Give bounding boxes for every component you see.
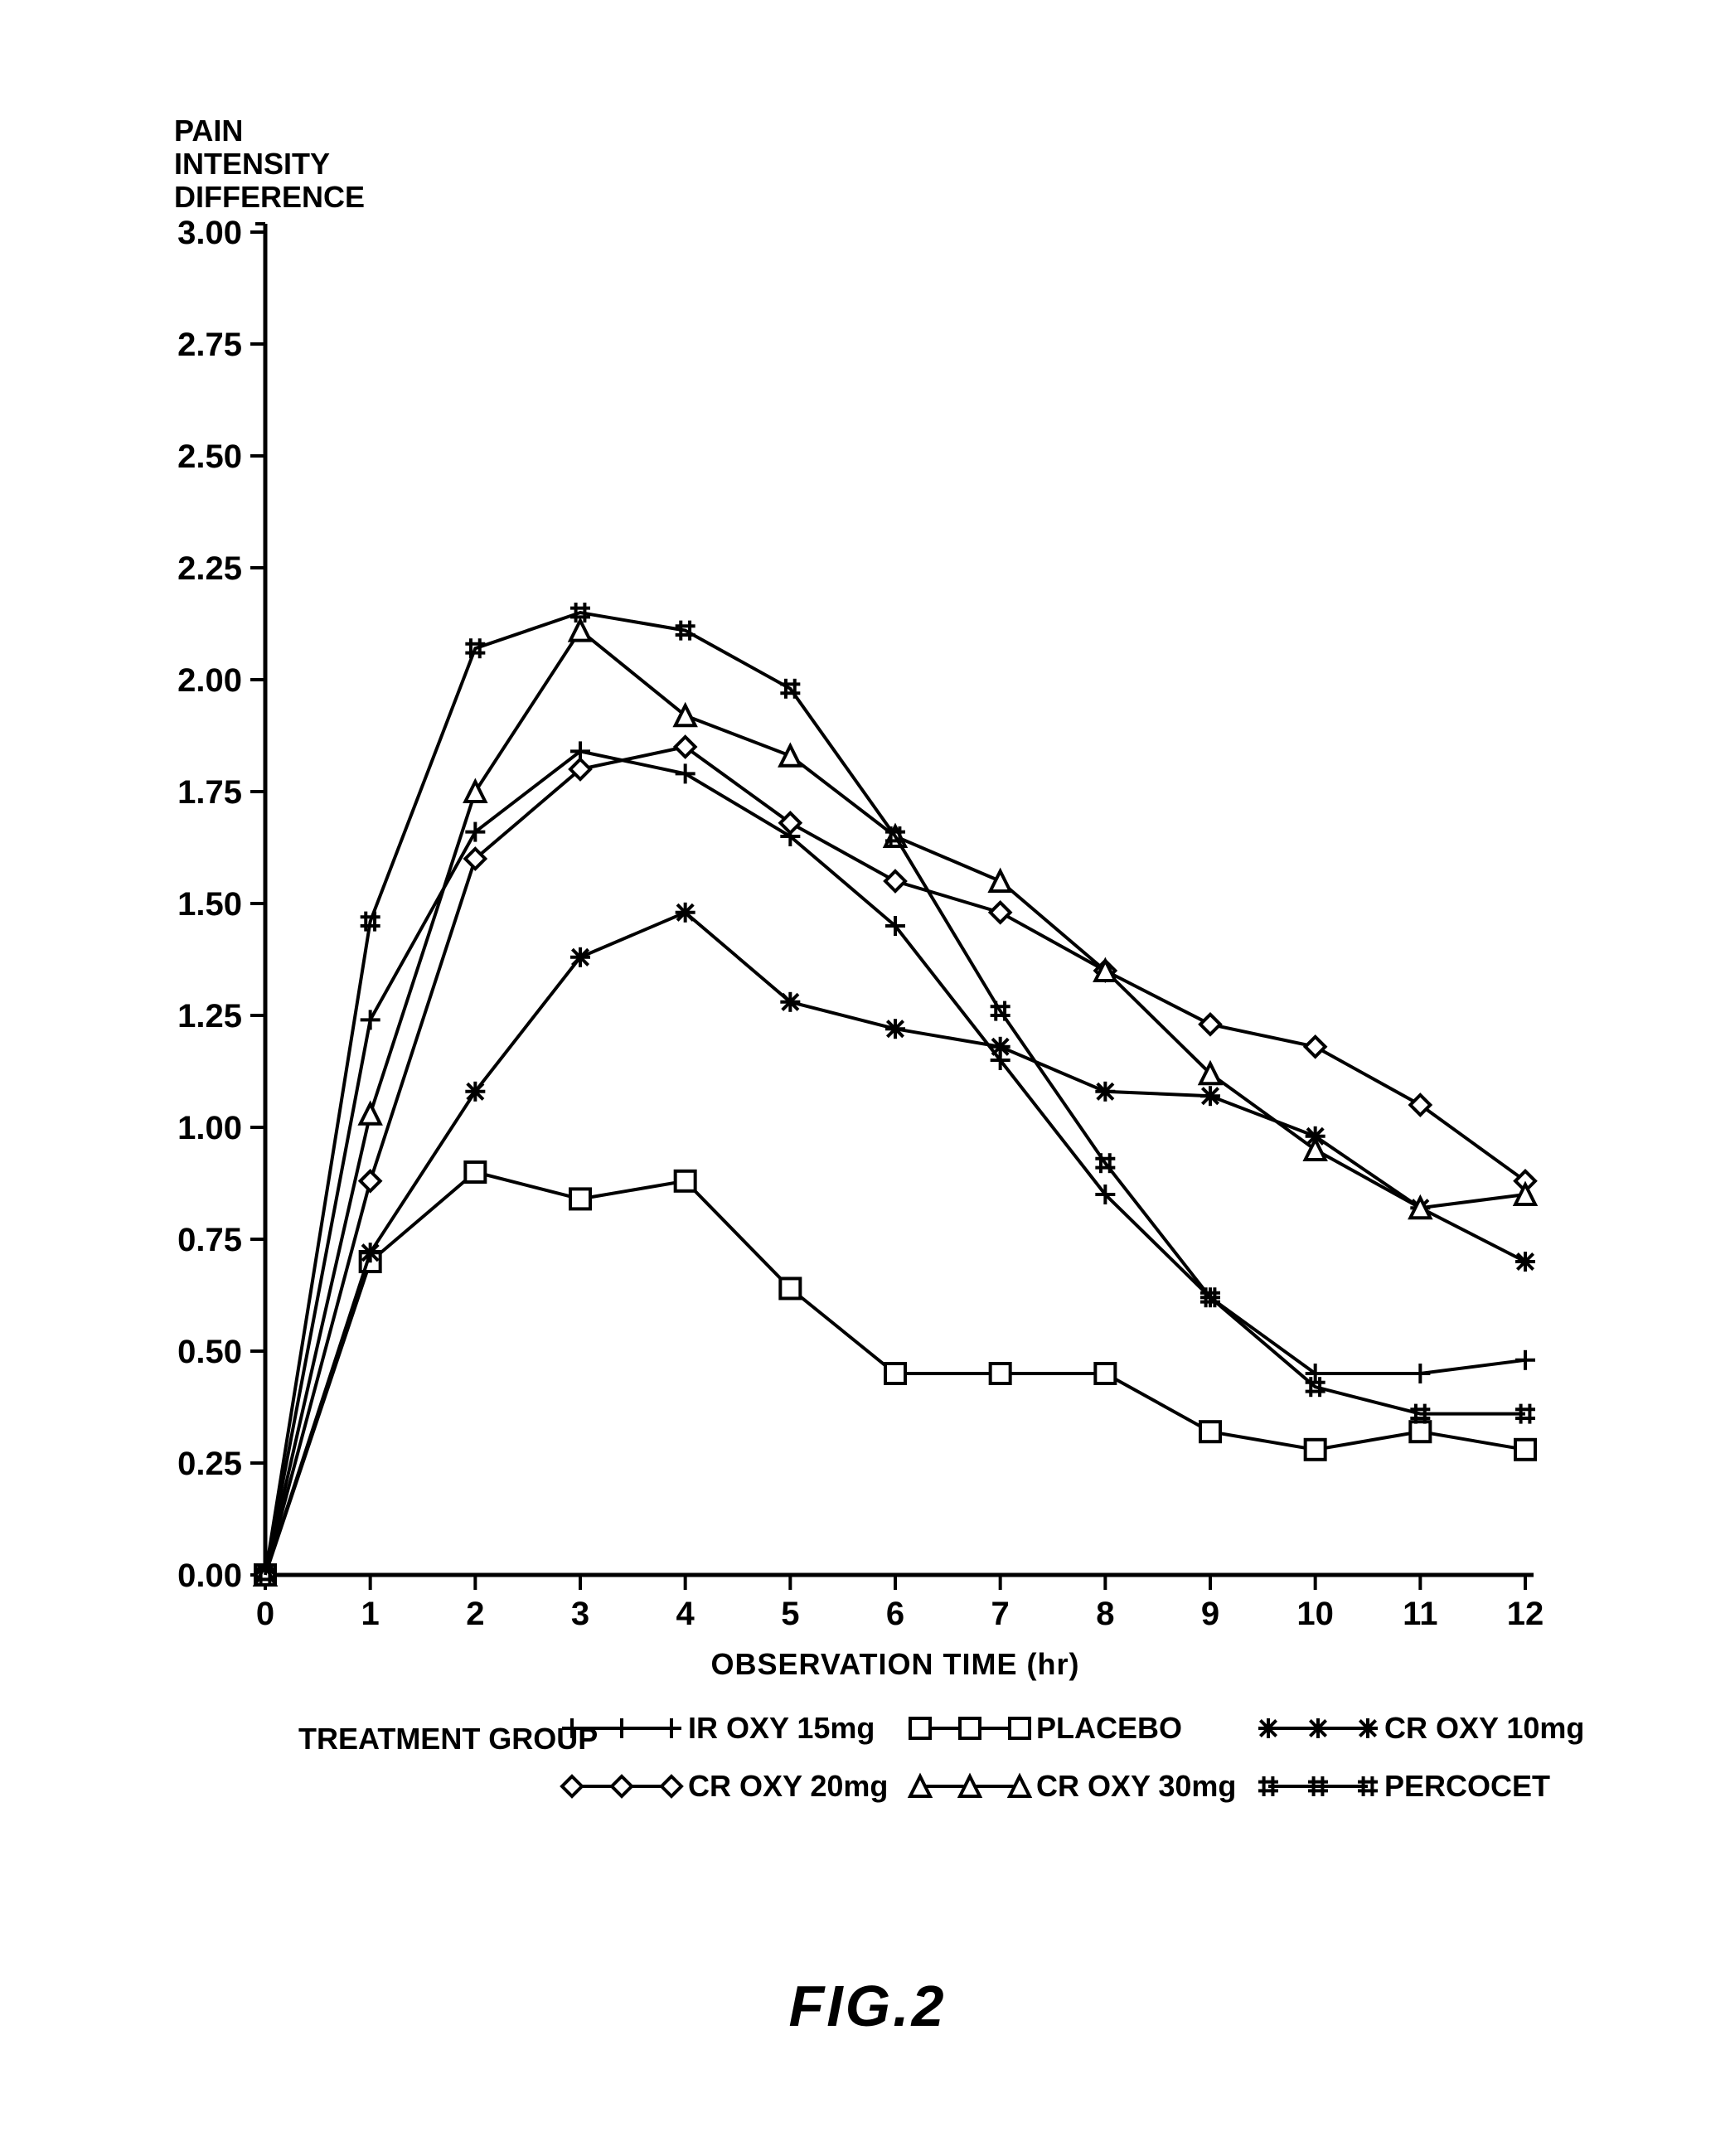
- svg-text:IR OXY 15mg: IR OXY 15mg: [688, 1711, 875, 1745]
- chart-container: PAININTENSITYDIFFERENCE 0.00 0.25 0.50 0.75 1…: [116, 50, 1625, 1873]
- svg-text:0.00: 0.00: [177, 1558, 242, 1594]
- series-group: [255, 603, 1535, 1585]
- svg-text:7: 7: [991, 1596, 1010, 1632]
- svg-text:TREATMENT GROUP: TREATMENT GROUP: [298, 1722, 598, 1756]
- svg-text:1.25: 1.25: [177, 998, 242, 1034]
- svg-text:3: 3: [571, 1596, 589, 1632]
- svg-text:2.25: 2.25: [177, 550, 242, 587]
- svg-text:DIFFERENCE: DIFFERENCE: [174, 180, 365, 214]
- svg-text:2.50: 2.50: [177, 438, 242, 475]
- svg-text:CR OXY 20mg: CR OXY 20mg: [688, 1769, 888, 1803]
- svg-text:0.75: 0.75: [177, 1222, 242, 1258]
- series-line: [265, 913, 1525, 1575]
- svg-text:8: 8: [1096, 1596, 1114, 1632]
- figure-caption: FIG.2: [0, 1973, 1735, 2039]
- line-chart: PAININTENSITYDIFFERENCE 0.00 0.25 0.50 0.75 1…: [116, 50, 1625, 1873]
- svg-text:12: 12: [1507, 1596, 1544, 1632]
- svg-text:OBSERVATION TIME (hr): OBSERVATION TIME (hr): [710, 1647, 1079, 1681]
- series-line: [265, 613, 1525, 1575]
- svg-text:0: 0: [256, 1596, 274, 1632]
- svg-text:6: 6: [886, 1596, 904, 1632]
- svg-text:2.00: 2.00: [177, 662, 242, 699]
- svg-text:5: 5: [781, 1596, 799, 1632]
- svg-text:CR OXY 10mg: CR OXY 10mg: [1384, 1711, 1584, 1745]
- svg-text:9: 9: [1201, 1596, 1219, 1632]
- svg-text:INTENSITY: INTENSITY: [174, 147, 330, 181]
- svg-text:0.50: 0.50: [177, 1334, 242, 1370]
- svg-text:4: 4: [676, 1596, 695, 1632]
- series-line: [265, 631, 1525, 1575]
- svg-text:2.75: 2.75: [177, 327, 242, 363]
- svg-text:PLACEBO: PLACEBO: [1036, 1711, 1182, 1745]
- svg-text:PERCOCET: PERCOCET: [1384, 1769, 1550, 1803]
- svg-text:3.00: 3.00: [177, 215, 242, 251]
- svg-text:1.75: 1.75: [177, 774, 242, 811]
- svg-text:1: 1: [361, 1596, 380, 1632]
- svg-text:11: 11: [1403, 1596, 1437, 1632]
- svg-text:1.00: 1.00: [177, 1110, 242, 1146]
- page: PAININTENSITYDIFFERENCE 0.00 0.25 0.50 0.75 1…: [0, 0, 1735, 2156]
- legend: IR OXY 15mg PLACEBO CR OXY 10mg CR OXY 20mg…: [562, 1711, 1584, 1803]
- svg-text:10: 10: [1296, 1596, 1334, 1632]
- svg-text:1.50: 1.50: [177, 886, 242, 923]
- svg-text:0.25: 0.25: [177, 1446, 242, 1482]
- svg-text:CR OXY 30mg: CR OXY 30mg: [1036, 1769, 1236, 1803]
- svg-text:PAIN: PAIN: [174, 114, 243, 148]
- svg-text:2: 2: [466, 1596, 484, 1632]
